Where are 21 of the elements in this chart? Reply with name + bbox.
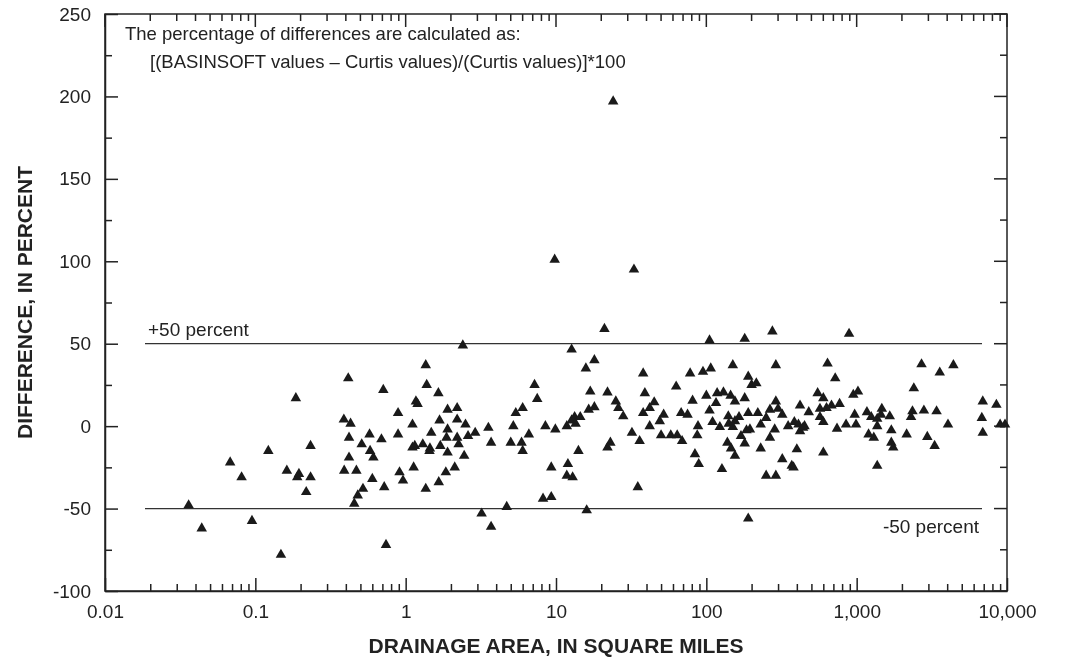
x-axis-title: DRAINAGE AREA, IN SQUARE MILES	[368, 634, 744, 657]
x-tick-label: 0.01	[87, 601, 124, 623]
y-tick-label: 150	[59, 168, 91, 190]
annotation: The percentage of differences are calculated as:	[125, 23, 521, 44]
x-tick-label: 1	[400, 601, 412, 623]
x-tick-label: 0.1	[242, 601, 270, 623]
annotation: [(BASINSOFT values – Curtis values)/(Curtis values)]*100	[150, 51, 626, 72]
y-axis-title: DIFFERENCE, IN PERCENT	[13, 165, 36, 440]
y-tick-label: 50	[69, 333, 91, 355]
y-tick-label: 100	[59, 250, 91, 272]
y-tick-label: 0	[80, 415, 91, 437]
y-tick-label: 250	[59, 3, 91, 25]
ref-line-label: -50 percent	[882, 515, 980, 537]
x-tick-label: 100	[690, 601, 723, 623]
ref-line-label: +50 percent	[148, 318, 250, 340]
x-tick-label: 10,000	[978, 601, 1037, 623]
y-tick-label: -50	[63, 498, 91, 520]
x-tick-label: 10	[545, 601, 568, 623]
y-tick-label: -100	[52, 580, 91, 602]
y-tick-label: 200	[59, 86, 91, 108]
x-tick-label: 1,000	[833, 601, 881, 623]
